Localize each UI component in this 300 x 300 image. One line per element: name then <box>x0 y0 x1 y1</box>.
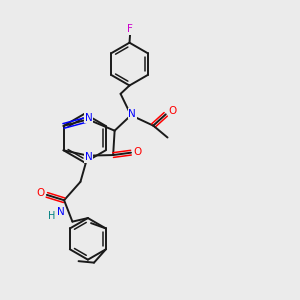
Text: N: N <box>85 113 92 123</box>
Text: F: F <box>127 24 133 34</box>
Text: O: O <box>168 106 176 116</box>
Text: N: N <box>128 109 136 119</box>
Text: N: N <box>85 152 92 162</box>
Text: O: O <box>36 188 44 198</box>
Text: O: O <box>134 147 142 157</box>
Text: H: H <box>48 211 55 221</box>
Text: N: N <box>57 206 64 217</box>
